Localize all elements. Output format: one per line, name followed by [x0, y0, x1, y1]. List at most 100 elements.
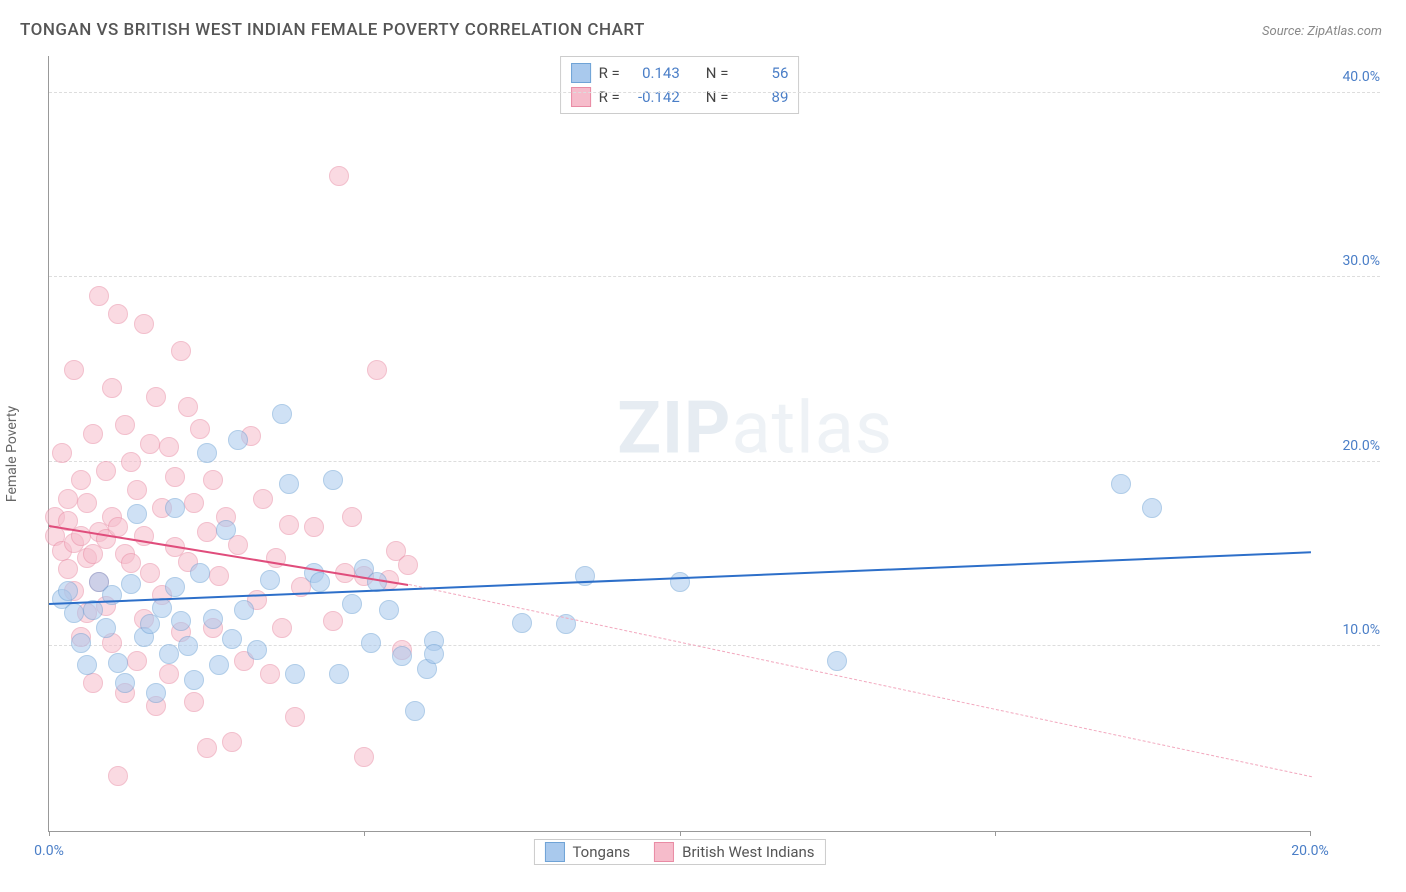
y-axis-label: Female Poverty — [4, 406, 20, 502]
scatter-point — [285, 707, 305, 727]
scatter-point — [216, 520, 236, 540]
scatter-point — [228, 430, 248, 450]
chart-title: TONGAN VS BRITISH WEST INDIAN FEMALE POV… — [20, 20, 645, 40]
gridline — [49, 92, 1380, 93]
scatter-point — [512, 613, 532, 633]
x-tick — [49, 831, 50, 836]
x-tick — [995, 831, 996, 836]
scatter-point — [575, 566, 595, 586]
scatter-point — [361, 633, 381, 653]
legend-item: British West Indians — [654, 842, 814, 862]
scatter-point — [260, 664, 280, 684]
scatter-point — [329, 166, 349, 186]
legend-item: Tongans — [544, 842, 630, 862]
watermark: ZIPatlas — [617, 386, 893, 471]
stat-r-label: R = — [599, 88, 620, 106]
scatter-point — [52, 443, 72, 463]
scatter-point — [1142, 498, 1162, 518]
scatter-point — [1111, 474, 1131, 494]
stat-n-value: 56 — [736, 64, 788, 82]
scatter-point — [140, 614, 160, 634]
scatter-point — [203, 609, 223, 629]
chart-container: TONGAN VS BRITISH WEST INDIAN FEMALE POV… — [0, 0, 1406, 892]
y-tick-label: 10.0% — [1334, 622, 1380, 638]
scatter-point — [121, 574, 141, 594]
scatter-point — [171, 341, 191, 361]
scatter-point — [108, 304, 128, 324]
scatter-point — [165, 577, 185, 597]
scatter-point — [392, 646, 412, 666]
scatter-point — [127, 480, 147, 500]
scatter-point — [83, 424, 103, 444]
stat-n-label: N = — [706, 88, 729, 106]
scatter-point — [285, 664, 305, 684]
scatter-point — [159, 437, 179, 457]
scatter-point — [209, 655, 229, 675]
trend-line — [408, 584, 1311, 778]
scatter-point — [71, 633, 91, 653]
scatter-point — [108, 766, 128, 786]
stats-row: R = 0.143 N = 56 — [571, 61, 789, 85]
scatter-point — [146, 387, 166, 407]
stat-r-label: R = — [599, 64, 620, 82]
scatter-point — [108, 653, 128, 673]
scatter-point — [367, 360, 387, 380]
scatter-point — [77, 655, 97, 675]
scatter-point — [171, 611, 191, 631]
scatter-point — [342, 594, 362, 614]
scatter-point — [64, 603, 84, 623]
scatter-point — [304, 517, 324, 537]
scatter-point — [184, 670, 204, 690]
scatter-point — [152, 598, 172, 618]
legend-swatch — [571, 87, 591, 107]
scatter-point — [190, 419, 210, 439]
scatter-point — [140, 434, 160, 454]
scatter-point — [197, 738, 217, 758]
scatter-point — [178, 636, 198, 656]
scatter-point — [127, 651, 147, 671]
stat-r-value: 0.143 — [628, 64, 680, 82]
x-tick — [364, 831, 365, 836]
scatter-point — [279, 474, 299, 494]
legend-swatch — [571, 63, 591, 83]
scatter-point — [115, 673, 135, 693]
scatter-point — [58, 559, 78, 579]
scatter-point — [77, 493, 97, 513]
legend-swatch — [654, 842, 674, 862]
scatter-point — [121, 553, 141, 573]
scatter-point — [83, 673, 103, 693]
scatter-point — [190, 563, 210, 583]
scatter-point — [222, 732, 242, 752]
scatter-point — [310, 572, 330, 592]
scatter-point — [379, 600, 399, 620]
scatter-point — [184, 692, 204, 712]
scatter-point — [102, 378, 122, 398]
stats-legend: R = 0.143 N = 56 R = -0.142 N = 89 — [560, 56, 800, 114]
legend-label: Tongans — [572, 843, 630, 861]
scatter-point — [222, 629, 242, 649]
scatter-point — [115, 415, 135, 435]
scatter-point — [71, 470, 91, 490]
scatter-point — [58, 489, 78, 509]
scatter-point — [108, 517, 128, 537]
scatter-point — [203, 470, 223, 490]
scatter-point — [146, 683, 166, 703]
scatter-point — [405, 701, 425, 721]
scatter-point — [670, 572, 690, 592]
scatter-point — [159, 664, 179, 684]
stat-r-value: -0.142 — [628, 88, 680, 106]
scatter-point — [127, 504, 147, 524]
gridline — [49, 276, 1380, 277]
scatter-point — [272, 618, 292, 638]
scatter-point — [424, 644, 444, 664]
scatter-point — [178, 397, 198, 417]
scatter-point — [96, 618, 116, 638]
scatter-point — [165, 498, 185, 518]
stat-n-value: 89 — [736, 88, 788, 106]
scatter-point — [827, 651, 847, 671]
stat-n-label: N = — [706, 64, 729, 82]
scatter-point — [323, 611, 343, 631]
plot-area: ZIPatlas R =0.143N =56R =-0.142N =89 Ton… — [48, 56, 1310, 832]
series-legend: Tongans British West Indians — [533, 839, 825, 865]
scatter-point — [96, 461, 116, 481]
